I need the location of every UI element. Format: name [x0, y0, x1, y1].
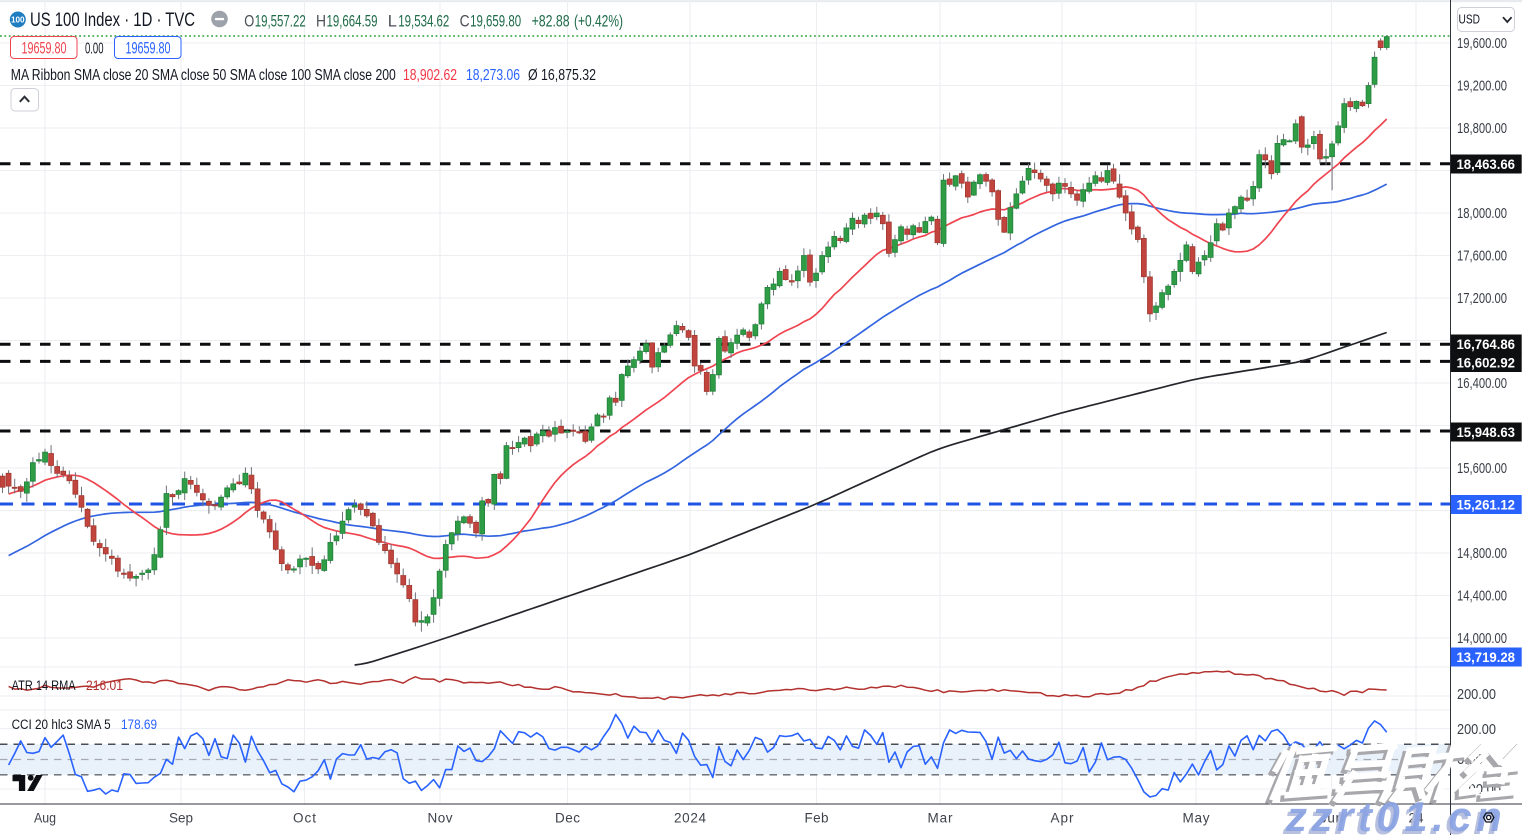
svg-text:USD: USD — [1459, 13, 1481, 27]
svg-text:Ø 16,875.32: Ø 16,875.32 — [528, 67, 596, 84]
svg-text:100: 100 — [11, 16, 25, 25]
svg-text:Dec: Dec — [555, 811, 580, 826]
svg-text:19659.80: 19659.80 — [126, 40, 171, 58]
svg-text:Aug: Aug — [34, 811, 56, 826]
svg-text:178.69: 178.69 — [121, 717, 157, 732]
svg-text:C: C — [460, 13, 470, 31]
svg-text:15,948.63: 15,948.63 — [1457, 425, 1516, 441]
svg-text:19,557.22: 19,557.22 — [255, 13, 306, 31]
svg-text:18,800.00: 18,800.00 — [1457, 120, 1507, 137]
svg-text:14,400.00: 14,400.00 — [1457, 588, 1507, 605]
svg-text:Nov: Nov — [428, 811, 453, 826]
svg-text:19,200.00: 19,200.00 — [1457, 78, 1507, 95]
svg-text:(+0.42%): (+0.42%) — [574, 13, 623, 31]
svg-text:Oct: Oct — [293, 811, 316, 826]
svg-text:Sep: Sep — [169, 811, 193, 826]
svg-text:L: L — [388, 13, 397, 31]
svg-text:14,800.00: 14,800.00 — [1457, 545, 1507, 562]
svg-text:19,600.00: 19,600.00 — [1457, 35, 1507, 52]
svg-text:16,400.00: 16,400.00 — [1457, 375, 1507, 392]
svg-text:O: O — [244, 13, 254, 31]
svg-text:16,764.86: 16,764.86 — [1457, 337, 1516, 353]
svg-text:24: 24 — [1409, 811, 1424, 826]
svg-text:CCI 20 hlc3 SMA 5: CCI 20 hlc3 SMA 5 — [12, 717, 111, 732]
svg-text:19,534.62: 19,534.62 — [398, 13, 449, 31]
svg-text:16,602.92: 16,602.92 — [1457, 356, 1516, 372]
svg-text:Apr: Apr — [1051, 811, 1075, 826]
svg-text:14,000.00: 14,000.00 — [1457, 630, 1507, 647]
svg-text:Jun: Jun — [1320, 811, 1343, 826]
svg-text:200.00: 200.00 — [1457, 721, 1496, 738]
svg-text:13,719.28: 13,719.28 — [1457, 650, 1516, 666]
svg-text:MA Ribbon SMA close 20 SMA clo: MA Ribbon SMA close 20 SMA close 50 SMA … — [11, 67, 396, 84]
svg-text:18,463.66: 18,463.66 — [1457, 157, 1516, 173]
svg-text:17,200.00: 17,200.00 — [1457, 290, 1507, 307]
svg-text:19,659.80: 19,659.80 — [470, 13, 521, 31]
svg-text:18,000.00: 18,000.00 — [1457, 205, 1507, 222]
svg-text:zzrt01.cn: zzrt01.cn — [1285, 793, 1506, 835]
svg-text:ATR 14 RMA: ATR 14 RMA — [12, 678, 76, 693]
svg-text:US 100 Index · 1D · TVC: US 100 Index · 1D · TVC — [30, 9, 195, 31]
svg-text:17,600.00: 17,600.00 — [1457, 248, 1507, 265]
svg-text:Feb: Feb — [805, 811, 829, 826]
svg-text:200.00: 200.00 — [1457, 686, 1496, 703]
svg-text:18,902.62: 18,902.62 — [403, 67, 457, 84]
svg-text:zzrt01.cn: zzrt01.cn — [1282, 796, 1503, 835]
svg-text:216.01: 216.01 — [86, 678, 123, 693]
svg-text:15,261.12: 15,261.12 — [1457, 498, 1516, 514]
svg-text:+82.88: +82.88 — [532, 13, 570, 31]
svg-text:2024: 2024 — [674, 811, 706, 826]
svg-text:15,600.00: 15,600.00 — [1457, 460, 1507, 477]
svg-text:H: H — [316, 13, 326, 31]
svg-text:18,273.06: 18,273.06 — [466, 67, 520, 84]
svg-text:Mar: Mar — [928, 811, 954, 826]
svg-text:0.00: 0.00 — [85, 41, 104, 58]
svg-text:19,664.59: 19,664.59 — [327, 13, 378, 31]
svg-text:May: May — [1183, 811, 1210, 826]
svg-text:19659.80: 19659.80 — [22, 40, 67, 58]
